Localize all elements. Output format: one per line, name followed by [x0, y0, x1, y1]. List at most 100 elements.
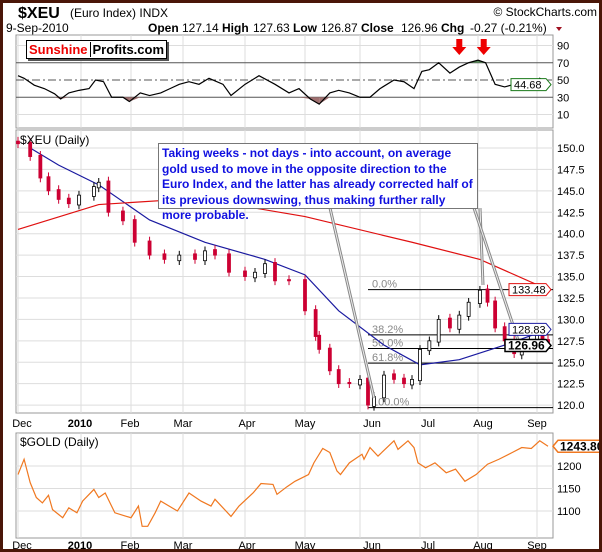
- candlestick: [16, 136, 20, 148]
- rsi-tick-label: 10: [557, 110, 569, 122]
- candlestick: [213, 245, 217, 260]
- candlestick: [193, 249, 197, 264]
- high-value: 127.63: [253, 21, 290, 35]
- candle-body: [358, 378, 362, 386]
- rsi-oversold-fill: [129, 97, 141, 102]
- x-tick-label: 2010: [68, 540, 92, 552]
- candlestick: [402, 373, 406, 388]
- candle-body: [66, 197, 71, 205]
- candle-body: [177, 254, 182, 262]
- low-value: 126.87: [321, 21, 358, 35]
- candlestick: [147, 236, 152, 260]
- x-tick-label: May: [295, 418, 316, 430]
- gold-value-label: 1243.80: [560, 439, 602, 453]
- candle-body: [402, 377, 406, 385]
- candlestick: [253, 267, 257, 283]
- fibonacci-label: 0.0%: [372, 279, 397, 291]
- candle-body: [392, 373, 396, 380]
- chg-label: Chg: [441, 21, 464, 35]
- candle-body: [243, 270, 247, 277]
- candlestick: [56, 185, 61, 204]
- candle-body: [336, 369, 341, 385]
- candlestick: [410, 375, 414, 390]
- rsi-oversold-fill: [299, 97, 311, 99]
- candle-body: [478, 289, 482, 304]
- candlestick: [106, 176, 111, 217]
- candlestick: [162, 249, 167, 264]
- candlestick: [77, 190, 81, 210]
- candle-body: [16, 140, 20, 145]
- x-tick-label: Feb: [121, 418, 140, 430]
- candle-body: [448, 317, 452, 329]
- open-label: Open: [148, 21, 179, 35]
- x-tick-label: Apr: [238, 418, 255, 430]
- candle-body: [427, 340, 432, 352]
- candlestick: [392, 369, 396, 384]
- low-label: Low: [293, 21, 318, 35]
- price-tick-label: 142.5: [557, 207, 585, 219]
- x-tick-label: 2010: [68, 418, 92, 430]
- x-tick-label: Jun: [363, 540, 381, 552]
- x-tick-label: Jun: [363, 418, 381, 430]
- candle-body: [466, 301, 471, 317]
- candlestick: [303, 275, 307, 316]
- sma200-value-label: 133.48: [512, 285, 546, 297]
- price-tick-label: 147.5: [557, 164, 585, 176]
- x-tick-label: Dec: [12, 418, 32, 430]
- candle-body: [38, 154, 43, 179]
- candlestick: [493, 296, 498, 333]
- red-down-arrow-icon: [476, 39, 491, 55]
- price-tick-label: 130.0: [557, 314, 585, 326]
- x-tick-label: Aug: [473, 540, 493, 552]
- chg-value: -0.27 (-0.21%): [470, 21, 547, 35]
- candlestick: [92, 182, 96, 201]
- candle-body: [287, 279, 291, 282]
- candlestick: [273, 258, 277, 286]
- candle-body: [485, 288, 490, 303]
- rsi-tick-label: 70: [557, 58, 569, 70]
- candlestick: [227, 249, 231, 277]
- rsi-line: [17, 59, 549, 105]
- candlestick: [485, 284, 490, 307]
- rsi-tick-label: 30: [557, 92, 569, 104]
- candlestick: [313, 305, 318, 341]
- candle-body: [77, 194, 81, 206]
- price-tick-label: 135.0: [557, 272, 585, 284]
- candle-body: [313, 309, 318, 337]
- down-triangle-icon: [556, 27, 562, 31]
- candlestick: [66, 193, 71, 208]
- x-tick-label: Dec: [12, 540, 32, 552]
- high-label: High: [222, 21, 249, 35]
- candle-body: [382, 374, 386, 399]
- sma50-value-label: 128.83: [512, 324, 546, 336]
- candlestick: [478, 285, 482, 308]
- x-tick-label: Mar: [174, 418, 193, 430]
- candlestick: [46, 172, 51, 196]
- candlestick: [28, 138, 33, 161]
- price-tick-label: 125.0: [557, 357, 585, 369]
- candle-body: [347, 381, 352, 385]
- candlestick: [327, 343, 332, 376]
- candle-body: [213, 249, 217, 256]
- candle-body: [327, 347, 332, 372]
- last-close-badge: [504, 338, 552, 353]
- candlestick: [448, 313, 452, 333]
- candle-body: [46, 176, 51, 192]
- annotation-pointer-highlight: [329, 207, 375, 399]
- gold-tick-label: 1150: [557, 484, 581, 496]
- rsi-tick-label: 50: [557, 75, 569, 87]
- sma200-line: [17, 198, 549, 291]
- candle-body: [410, 378, 414, 386]
- candle-body: [227, 253, 231, 273]
- fibonacci-label: 61.8%: [372, 352, 403, 364]
- price-tick-label: 122.5: [557, 379, 585, 391]
- candle-body: [203, 250, 207, 262]
- price-tick-label: 127.5: [557, 336, 585, 348]
- price-tick-label: 137.5: [557, 250, 585, 262]
- candle-body: [493, 300, 498, 329]
- logo-part-1: Sunshine: [29, 42, 91, 57]
- x-tick-label: Jul: [421, 540, 435, 552]
- candle-body: [303, 279, 307, 312]
